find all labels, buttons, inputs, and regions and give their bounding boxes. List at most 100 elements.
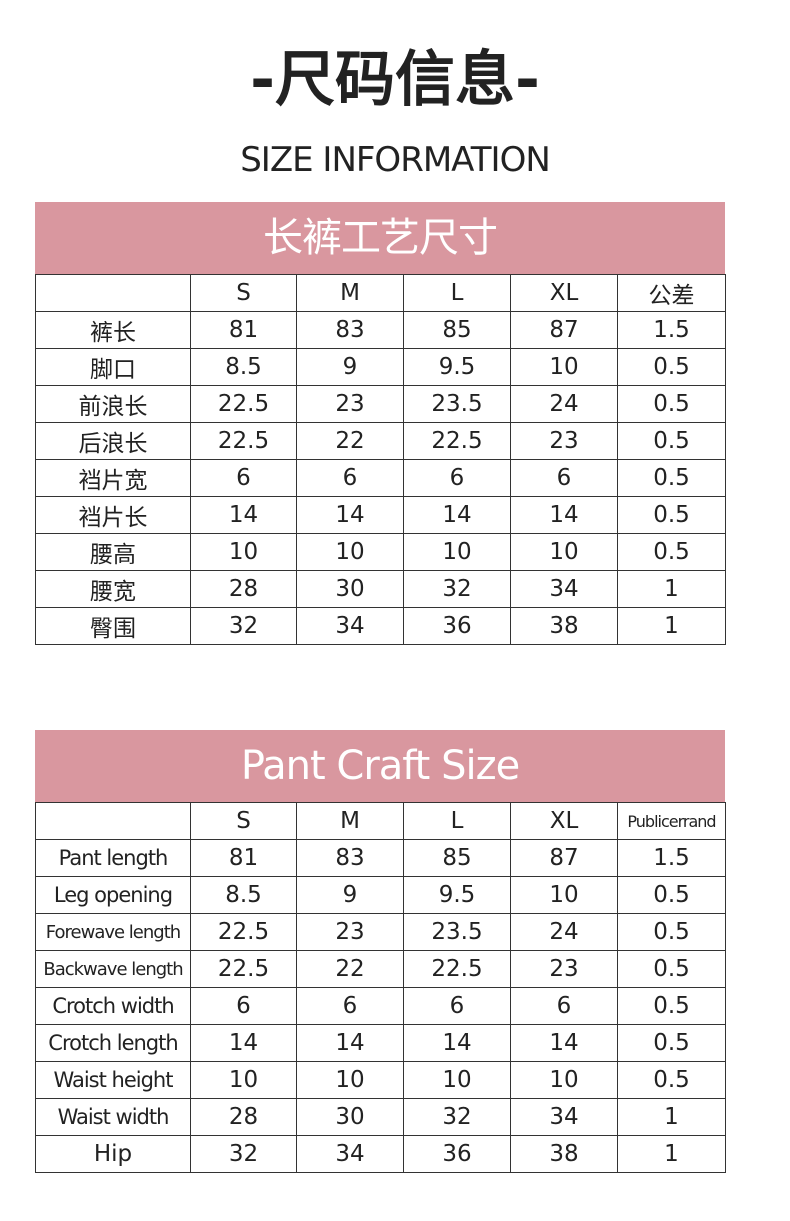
cell-value: 24 xyxy=(510,913,618,951)
cell-value: 0.5 xyxy=(617,987,726,1025)
header-row: S M L XL 公差 xyxy=(35,274,726,312)
cell-value: 10 xyxy=(510,1061,618,1099)
cell-value: 8.5 xyxy=(190,348,297,386)
row-label: 裤长 xyxy=(35,311,191,349)
row-label: Backwave length xyxy=(35,950,191,988)
cell-value: 23 xyxy=(296,385,404,423)
table-row: Leg opening 8.5 9 9.5 10 0.5 xyxy=(35,876,726,914)
row-label: 臀围 xyxy=(35,607,191,645)
corner-cell xyxy=(35,802,191,840)
cell-value: 0.5 xyxy=(617,496,726,534)
cell-value: 6 xyxy=(403,459,511,497)
size-table-section: Pant Craft Size S M L XL Publicerrand Pant len… xyxy=(35,730,726,1173)
cell-value: 0.5 xyxy=(617,1061,726,1099)
table-row: 裆片长 14 14 14 14 0.5 xyxy=(35,496,726,534)
cell-value: 14 xyxy=(403,1024,511,1062)
cell-value: 22.5 xyxy=(190,913,297,951)
cell-value: 22.5 xyxy=(190,385,297,423)
cell-value: 14 xyxy=(190,1024,297,1062)
cell-value: 6 xyxy=(403,987,511,1025)
column-header: M xyxy=(296,802,404,840)
table-row: 脚口 8.5 9 9.5 10 0.5 xyxy=(35,348,726,386)
cell-value: 1 xyxy=(617,1098,726,1136)
corner-cell xyxy=(35,274,191,312)
cell-value: 6 xyxy=(190,987,297,1025)
column-header: M xyxy=(296,274,404,312)
cell-value: 34 xyxy=(510,570,618,608)
cell-value: 10 xyxy=(403,1061,511,1099)
cell-value: 10 xyxy=(296,533,404,571)
table-row: 前浪长 22.5 23 23.5 24 0.5 xyxy=(35,385,726,423)
cell-value: 9 xyxy=(296,348,404,386)
cell-value: 34 xyxy=(510,1098,618,1136)
cell-value: 36 xyxy=(403,607,511,645)
cell-value: 30 xyxy=(296,1098,404,1136)
cell-value: 10 xyxy=(403,533,511,571)
page-subtitle: SIZE INFORMATION xyxy=(240,140,551,180)
cell-value: 22.5 xyxy=(190,422,297,460)
cell-value: 85 xyxy=(403,311,511,349)
size-table: S M L XL Publicerrand Pant length 81 83 85 87 1.5 L… xyxy=(35,802,726,1173)
header-row: S M L XL Publicerrand xyxy=(35,802,726,840)
cell-value: 14 xyxy=(190,496,297,534)
row-label: Waist height xyxy=(35,1061,191,1099)
cell-value: 8.5 xyxy=(190,876,297,914)
row-label: Pant length xyxy=(35,839,191,877)
cell-value: 34 xyxy=(296,1135,404,1173)
cell-value: 14 xyxy=(296,1024,404,1062)
cell-value: 22.5 xyxy=(403,422,511,460)
cell-value: 38 xyxy=(510,607,618,645)
cell-value: 23.5 xyxy=(403,913,511,951)
cell-value: 36 xyxy=(403,1135,511,1173)
page-title: -尺码信息- xyxy=(250,45,540,115)
column-header: S xyxy=(190,274,297,312)
row-label: 脚口 xyxy=(35,348,191,386)
cell-value: 1 xyxy=(617,1135,726,1173)
cell-value: 30 xyxy=(296,570,404,608)
cell-value: 14 xyxy=(510,1024,618,1062)
row-label: Forewave length xyxy=(35,913,191,951)
table-row: Backwave length 22.5 22 22.5 23 0.5 xyxy=(35,950,726,988)
table-row: Waist width 28 30 32 34 1 xyxy=(35,1098,726,1136)
cell-value: 24 xyxy=(510,385,618,423)
table-row: 裆片宽 6 6 6 6 0.5 xyxy=(35,459,726,497)
cell-value: 81 xyxy=(190,311,297,349)
size-table: S M L XL 公差 裤长 81 83 85 87 1.5 脚口 8.5 9 9.5 10 0.5 前浪长 22.… xyxy=(35,274,726,645)
size-table-section: 长裤工艺尺寸 S M L XL 公差 裤长 81 83 85 87 1.5 脚口 8.5 9 9.5 10 0.5… xyxy=(35,202,726,645)
cell-value: 83 xyxy=(296,839,404,877)
table-row: 后浪长 22.5 22 22.5 23 0.5 xyxy=(35,422,726,460)
cell-value: 38 xyxy=(510,1135,618,1173)
cell-value: 32 xyxy=(403,570,511,608)
cell-value: 6 xyxy=(296,987,404,1025)
row-label: 后浪长 xyxy=(35,422,191,460)
cell-value: 14 xyxy=(403,496,511,534)
table-row: 臀围 32 34 36 38 1 xyxy=(35,607,726,645)
row-label: Crotch length xyxy=(35,1024,191,1062)
cell-value: 14 xyxy=(510,496,618,534)
cell-value: 0.5 xyxy=(617,385,726,423)
row-label: 腰宽 xyxy=(35,570,191,608)
cell-value: 0.5 xyxy=(617,348,726,386)
cell-value: 6 xyxy=(190,459,297,497)
cell-value: 6 xyxy=(510,987,618,1025)
column-header: Publicerrand xyxy=(617,802,726,840)
table-row: 裤长 81 83 85 87 1.5 xyxy=(35,311,726,349)
cell-value: 1 xyxy=(617,607,726,645)
row-label: 裆片宽 xyxy=(35,459,191,497)
cell-value: 1.5 xyxy=(617,311,726,349)
cell-value: 34 xyxy=(296,607,404,645)
cell-value: 32 xyxy=(190,1135,297,1173)
cell-value: 10 xyxy=(190,1061,297,1099)
cell-value: 87 xyxy=(510,311,618,349)
cell-value: 22 xyxy=(296,422,404,460)
cell-value: 10 xyxy=(510,533,618,571)
cell-value: 0.5 xyxy=(617,950,726,988)
table-row: Crotch width 6 6 6 6 0.5 xyxy=(35,987,726,1025)
row-label: Leg opening xyxy=(35,876,191,914)
cell-value: 0.5 xyxy=(617,422,726,460)
table-row: Hip 32 34 36 38 1 xyxy=(35,1135,726,1173)
row-label: Hip xyxy=(35,1135,191,1173)
cell-value: 85 xyxy=(403,839,511,877)
table-row: Pant length 81 83 85 87 1.5 xyxy=(35,839,726,877)
cell-value: 1 xyxy=(617,570,726,608)
